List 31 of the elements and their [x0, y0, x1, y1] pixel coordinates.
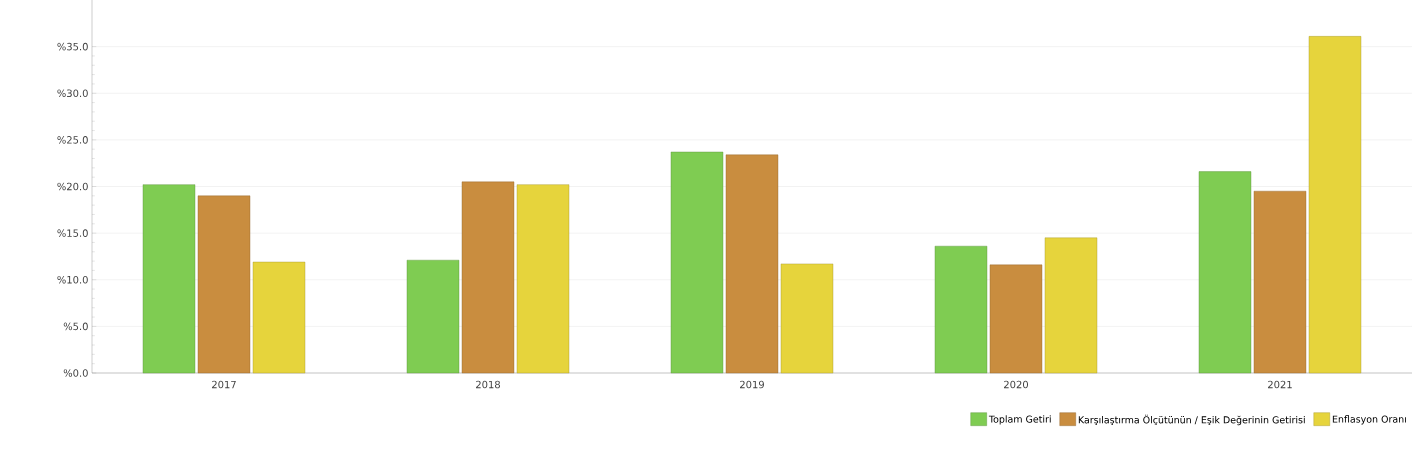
legend-label: Karşılaştırma Ölçütünün / Eşik Değerinin Getirisi: [1078, 414, 1305, 426]
bar: [461, 181, 515, 374]
bar: [252, 261, 306, 374]
y-tick-label: %0.0: [63, 369, 88, 377]
y-tick-label: %5.0: [63, 322, 88, 331]
legend-label: Toplam Getiri: [988, 415, 1051, 425]
x-tick-label: 2020: [1004, 380, 1029, 389]
bar: [725, 154, 779, 374]
bar: [1308, 36, 1362, 374]
bar: [142, 184, 196, 374]
bar: [406, 259, 460, 374]
x-tick-label: 2019: [740, 380, 764, 389]
y-tick-label: %15.0: [57, 229, 88, 237]
y-tick-label: %30.0: [57, 89, 88, 98]
y-tick-label: %20.0: [57, 182, 88, 191]
bar: [516, 184, 570, 374]
x-tick-label: 2018: [476, 380, 500, 389]
bar: [1198, 171, 1252, 374]
y-tick-label: %10.0: [57, 275, 88, 284]
x-tick-label: 2021: [1268, 380, 1292, 389]
bar: [197, 195, 251, 374]
bar: [934, 245, 988, 374]
x-tick-label: 2017: [212, 380, 236, 389]
legend-label: Enflasyon Oranı: [1332, 415, 1406, 425]
bar: [670, 151, 724, 374]
bar: [989, 264, 1043, 374]
bar: [1253, 190, 1307, 374]
bar: [1044, 237, 1098, 374]
y-tick-label: %25.0: [57, 136, 88, 144]
y-tick-label: %35.0: [57, 42, 88, 51]
bar: [780, 263, 834, 374]
